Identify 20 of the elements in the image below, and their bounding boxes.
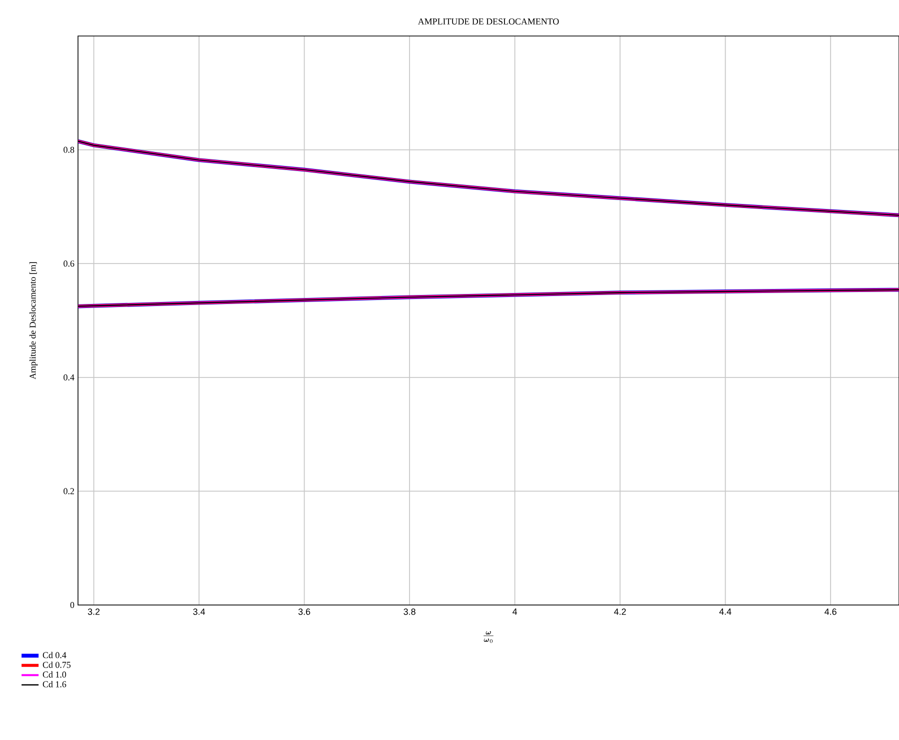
legend-label: Cd 1.0 (42, 671, 66, 678)
x-tick-label: 3.4 (193, 608, 206, 615)
legend-label: Cd 0.4 (42, 652, 66, 658)
chart-title: AMPLITUDE DE DESLOCAMENTO (418, 18, 559, 25)
x-tick-label: 3.2 (88, 608, 100, 615)
x-tick-label: 4.4 (719, 608, 732, 615)
x-tick-label: 4 (512, 608, 518, 615)
legend-label: Cd 0.75 (42, 662, 71, 668)
x-tick-label: 4.6 (824, 608, 836, 615)
y-tick-label: 0.4 (64, 374, 74, 380)
x-axis-title: $\frac{\boldsymbol{\omega}}{\boldsymbol{\omega}_0}$ (484, 631, 494, 643)
x-tick-label: 3.8 (404, 608, 416, 615)
y-tick-label: 0 (70, 602, 74, 608)
y-axis-title: Amplitude de Deslocamento [m] (29, 262, 38, 380)
x-tick-label: 4.2 (614, 608, 626, 615)
legend-label: Cd 1.6 (42, 680, 66, 688)
y-tick-label: 0.2 (64, 488, 74, 494)
x-tick-label: 3.6 (298, 608, 310, 615)
y-tick-label: 0.8 (64, 146, 74, 153)
y-tick-label: 0.6 (64, 260, 74, 267)
